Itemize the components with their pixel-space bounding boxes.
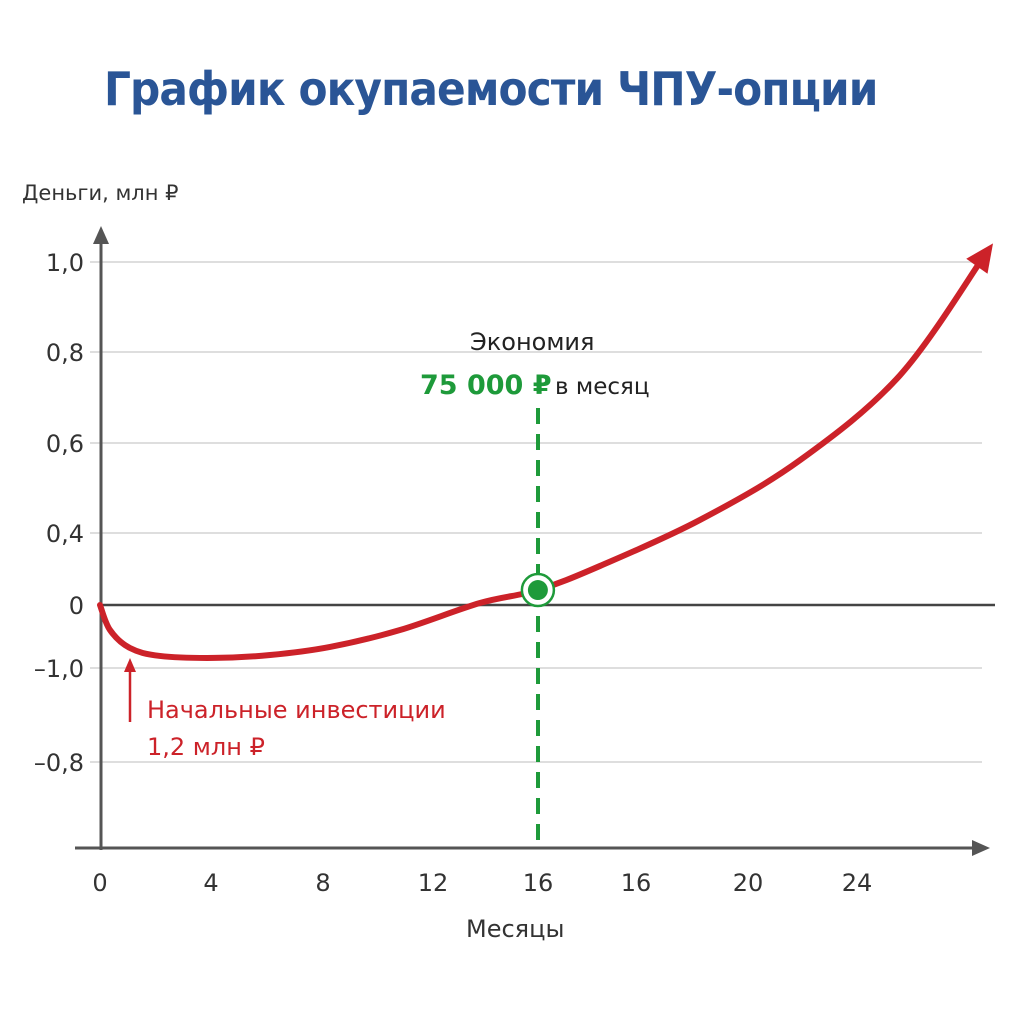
- y-tick-label: –1,0: [34, 655, 84, 683]
- x-tick-label: 20: [733, 869, 764, 897]
- y-tick-label: 1,0: [46, 249, 84, 277]
- chart-title: График окупаемости ЧПУ-опции: [104, 62, 878, 116]
- x-axis-arrow-icon: [972, 840, 990, 856]
- breakeven-marker: [527, 580, 548, 601]
- curve-arrow-icon: [966, 243, 994, 274]
- x-axis-label: Месяцы: [466, 915, 564, 943]
- x-tick-label: 12: [418, 869, 449, 897]
- y-tick-label: 0,6: [46, 430, 84, 458]
- y-tick-label: –0,8: [34, 749, 84, 777]
- savings-value: 75 000 ₽: [420, 370, 552, 401]
- investment-arrow-icon: [124, 658, 136, 672]
- savings-suffix: в месяц: [555, 374, 650, 400]
- y-axis-label: Деньги, млн ₽: [22, 181, 179, 205]
- x-tick-label: 24: [842, 869, 873, 897]
- y-axis-arrow-icon: [93, 226, 109, 244]
- y-tick-label: 0: [69, 592, 84, 620]
- investment-amount: 1,2 млн ₽: [147, 733, 265, 761]
- x-tick-label: 0: [92, 869, 107, 897]
- y-tick-label: 0,8: [46, 339, 84, 367]
- y-tick-label: 0,4: [46, 520, 84, 548]
- x-tick-label: 4: [203, 869, 218, 897]
- investment-label: Начальные инвестиции: [147, 696, 446, 724]
- x-tick-label: 8: [315, 869, 330, 897]
- x-tick-label: 16: [523, 869, 554, 897]
- savings-label: Экономия: [470, 328, 594, 356]
- x-tick-label: 16: [621, 869, 652, 897]
- payback-curve: [97, 251, 988, 661]
